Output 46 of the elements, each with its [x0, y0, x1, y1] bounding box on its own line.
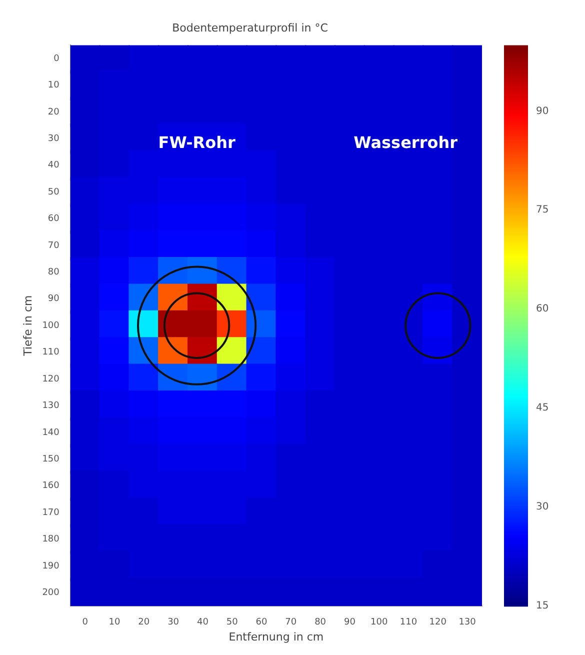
color-bar-label: 75	[536, 204, 549, 216]
x-tick-label: 130	[458, 618, 476, 628]
x-tick-label: 120	[429, 618, 447, 628]
y-tick-label: 30	[48, 134, 60, 144]
x-tick-label: 20	[138, 618, 150, 628]
y-tick-label: 140	[42, 428, 60, 438]
annotation: FW-Rohr	[158, 133, 236, 152]
x-tick-label: 70	[285, 618, 297, 628]
x-tick-label: 100	[370, 618, 388, 628]
x-tick-label: 30	[168, 618, 180, 628]
x-tick-label: 40	[196, 618, 209, 628]
x-tick-label: 90	[344, 618, 356, 628]
y-tick-label: 60	[48, 214, 60, 224]
y-tick-label: 0	[54, 54, 60, 64]
x-tick-label: 10	[108, 618, 120, 628]
y-axis-title: Tiefe in cm	[21, 295, 34, 357]
y-tick-label: 180	[42, 534, 60, 545]
y-tick-label: 120	[42, 374, 60, 384]
color-bar-label: 15	[536, 600, 549, 612]
y-tick-label: 130	[42, 401, 60, 412]
color-bar-label: 60	[536, 304, 549, 315]
y-tick-label: 190	[42, 561, 60, 572]
y-tick-label: 110	[42, 348, 60, 358]
y-tick-label: 160	[42, 481, 60, 492]
x-axis-title: Entfernung in cm	[228, 630, 324, 644]
annotation: Wasserrohr	[354, 133, 458, 152]
y-tick-label: 50	[48, 187, 60, 198]
y-tick-label: 100	[42, 320, 60, 331]
x-tick-label: 60	[256, 618, 268, 628]
y-tick-label: 170	[42, 508, 60, 518]
chart-title: Bodentemperaturprofil in °C	[172, 21, 328, 34]
y-tick-label: 10	[48, 80, 60, 91]
y-tick-label: 200	[42, 588, 60, 598]
y-tick-label: 150	[42, 454, 60, 464]
y-tick-label: 70	[48, 240, 60, 251]
color-bar-label: 90	[536, 106, 549, 117]
x-tick-label: 80	[314, 618, 326, 628]
x-tick-label: 110	[400, 618, 418, 628]
color-bar-label: 30	[536, 502, 549, 513]
color-bar-label: 45	[536, 402, 549, 414]
y-tick-label: 90	[48, 294, 60, 304]
x-tick-label: 50	[226, 618, 238, 628]
y-tick-label: 80	[48, 268, 60, 278]
y-tick-label: 40	[48, 160, 60, 171]
y-tick-label: 20	[48, 107, 60, 118]
x-tick-label: 0	[82, 618, 88, 628]
